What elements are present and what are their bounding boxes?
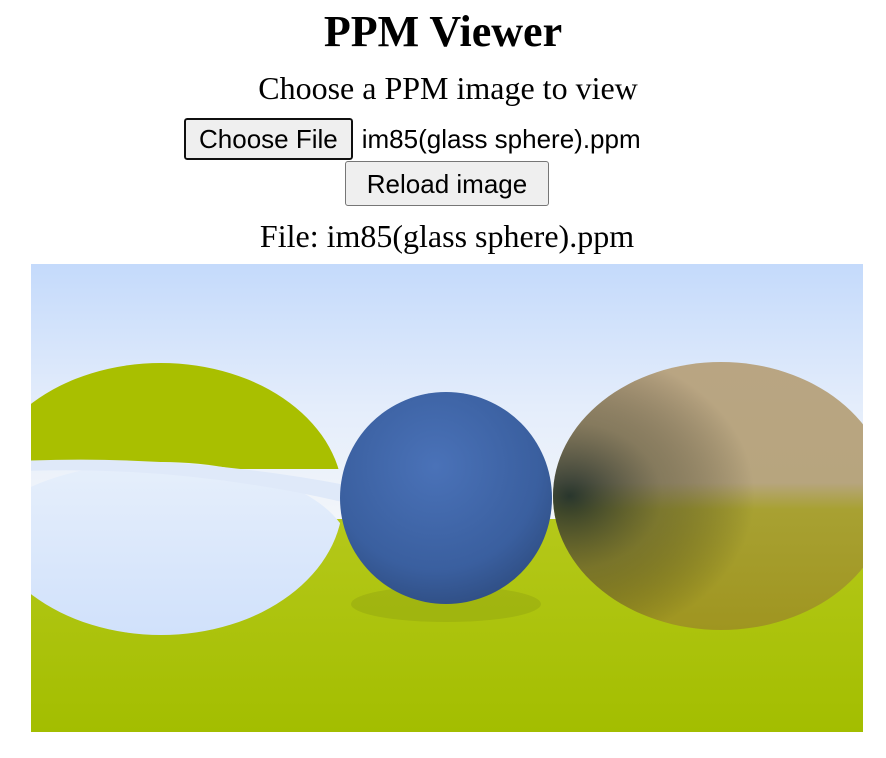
file-input[interactable]: Choose File im85(glass sphere).ppm xyxy=(183,117,641,161)
file-label: File: im85(glass sphere).ppm xyxy=(259,218,635,254)
page-subtitle: Choose a PPM image to view xyxy=(258,70,638,106)
selected-file-name: im85(glass sphere).ppm xyxy=(361,124,641,154)
reload-image-button[interactable]: Reload image xyxy=(345,161,549,206)
image-canvas xyxy=(31,264,863,732)
page-title: PPM Viewer xyxy=(323,7,563,56)
choose-file-button[interactable]: Choose File xyxy=(183,117,354,161)
rendered-scene-image xyxy=(31,264,863,732)
